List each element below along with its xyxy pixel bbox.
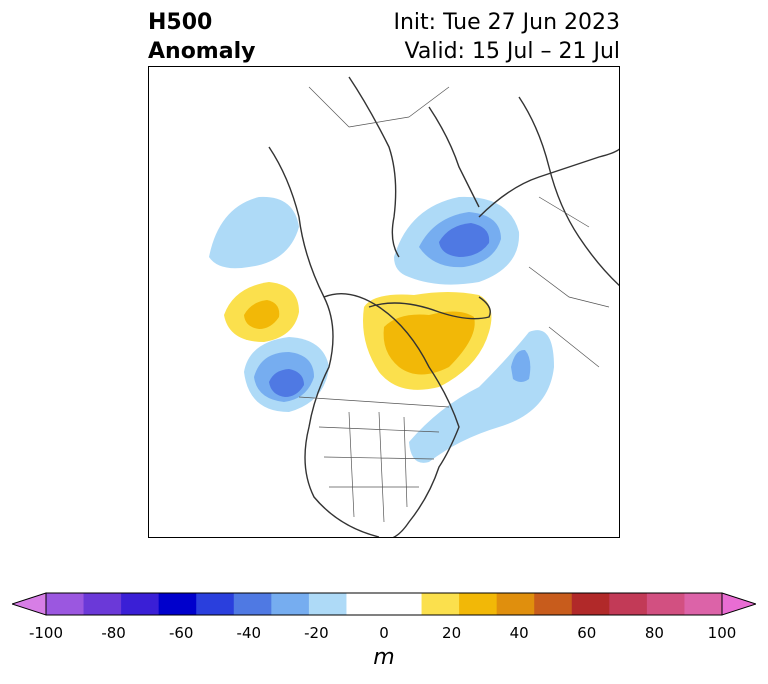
- map-canvas: [209, 76, 619, 537]
- cb-tick-label: -80: [101, 624, 126, 642]
- colorbar-cell: [46, 593, 85, 615]
- cb-tick-label: -60: [168, 624, 194, 642]
- colorbar-cell: [83, 593, 122, 615]
- colorbar-cell: [384, 593, 423, 615]
- colorbar-cell: [233, 593, 272, 615]
- colorbar-unit: m: [373, 645, 395, 670]
- cb-tick-label: 0: [379, 624, 389, 642]
- cb-tick-label: 100: [707, 624, 737, 642]
- cb-tick-label: -20: [304, 624, 329, 642]
- colorbar-cell: [534, 593, 573, 615]
- map-dates: Init: Tue 27 Jun 2023 Valid: 15 Jul – 21…: [394, 8, 621, 66]
- cb-tick-label: -40: [236, 624, 262, 642]
- colorbar-cell: [158, 593, 197, 615]
- anomaly-map: [148, 66, 620, 538]
- colorbar-cell: [646, 593, 685, 615]
- colorbar: [12, 592, 756, 616]
- colorbar-extend-min: [12, 592, 47, 616]
- cb-tick-label: 80: [644, 624, 664, 642]
- cb-tick-label: 20: [442, 624, 462, 642]
- colorbar-cell: [684, 593, 723, 615]
- colorbar-cell: [271, 593, 310, 615]
- colorbar-cell: [121, 593, 160, 615]
- colorbar-outline: [45, 592, 723, 616]
- colorbar-cell: [308, 593, 347, 615]
- country-borders: [298, 86, 610, 523]
- colorbar-cell: [571, 593, 610, 615]
- map-title: H500 Anomaly: [148, 8, 255, 66]
- colorbar-cell: [196, 593, 235, 615]
- title-line-variable: H500: [148, 10, 213, 35]
- coastlines: [268, 76, 619, 537]
- colorbar-cell: [346, 593, 385, 615]
- cb-tick-label: 40: [509, 624, 529, 642]
- colorbar-extend-max: [721, 592, 756, 616]
- cb-tick-label: 60: [577, 624, 597, 642]
- init-date: Init: Tue 27 Jun 2023: [393, 10, 621, 35]
- colorbar-cell: [421, 593, 460, 615]
- valid-range: Valid: 15 Jul – 21 Jul: [404, 39, 620, 64]
- colorbar-cell: [496, 593, 535, 615]
- anomaly-fills: [209, 196, 554, 463]
- title-line-type: Anomaly: [148, 39, 256, 64]
- cb-tick-label: -100: [28, 624, 64, 642]
- colorbar-cell: [459, 593, 498, 615]
- colorbar-cell: [609, 593, 648, 615]
- negative-anomaly-bering: [209, 196, 299, 269]
